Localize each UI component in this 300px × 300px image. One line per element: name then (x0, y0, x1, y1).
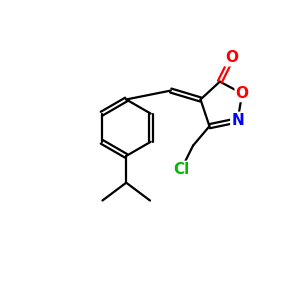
Text: N: N (231, 113, 244, 128)
Text: O: O (236, 86, 249, 101)
Text: O: O (225, 50, 238, 65)
Text: Cl: Cl (173, 162, 189, 177)
